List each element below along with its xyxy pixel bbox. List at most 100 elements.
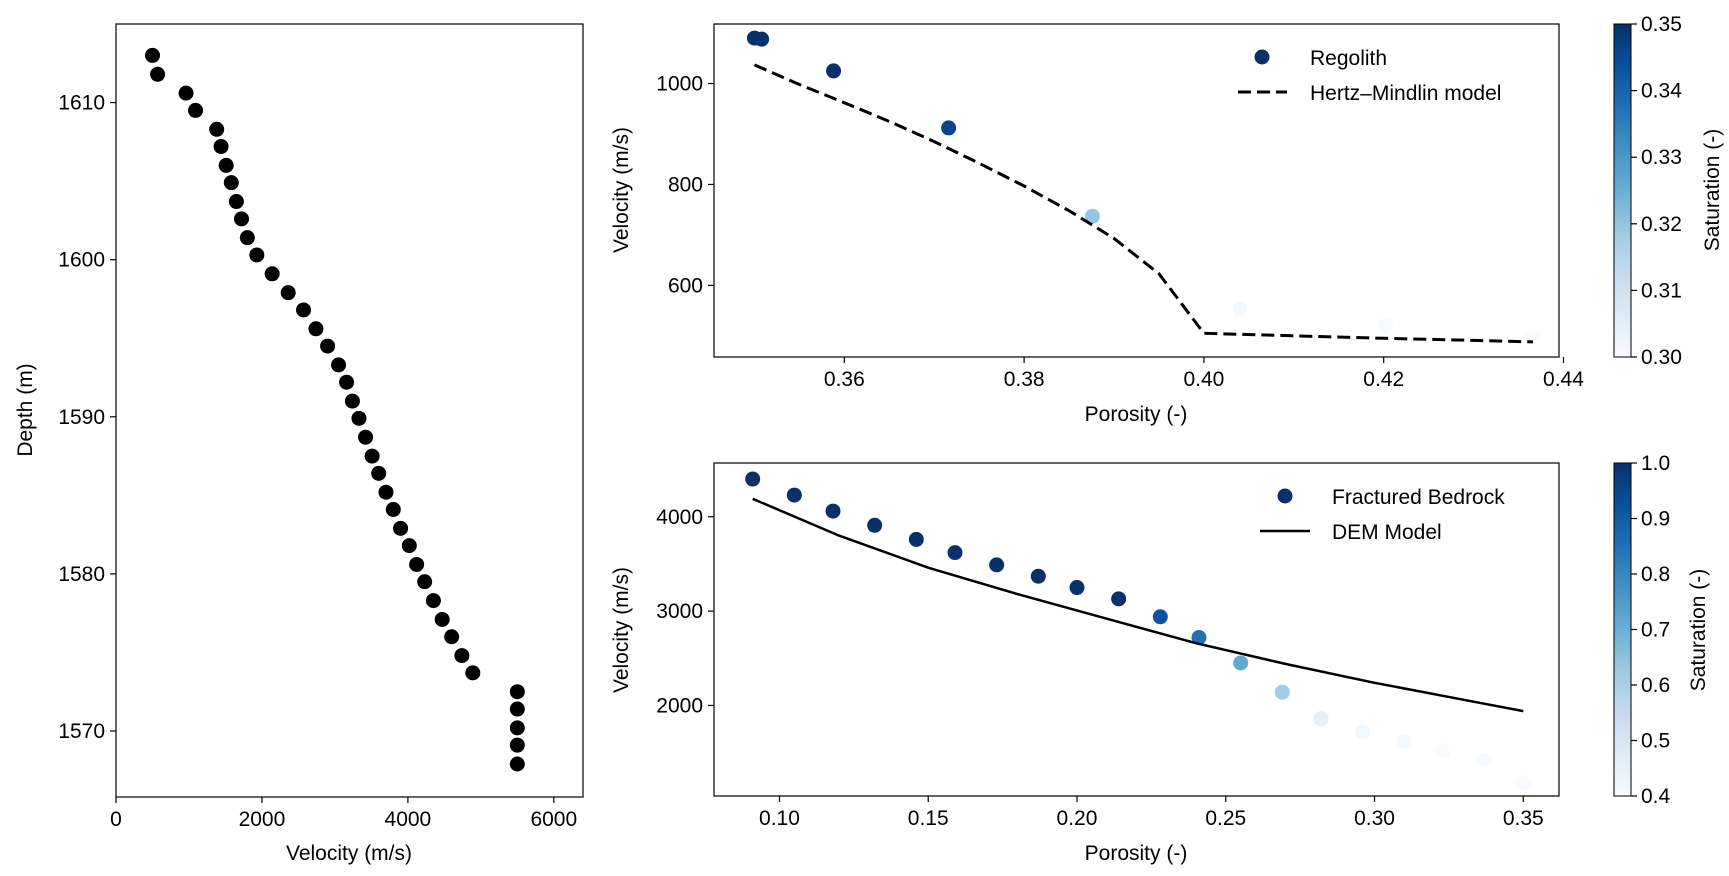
regolith-colorbar-tick-label: 0.33 — [1641, 146, 1682, 169]
depth-profile-point — [308, 321, 324, 337]
depth-profile-point — [339, 374, 355, 390]
bedrock-point — [825, 503, 841, 519]
depth-profile-point — [509, 756, 525, 772]
bedrock-point — [1152, 609, 1168, 625]
regolith-points — [746, 30, 1541, 344]
bedrock-point — [1069, 580, 1085, 596]
depth-profile-x-tick-label: 6000 — [530, 808, 577, 831]
bedrock-y-tick-label: 2000 — [656, 694, 703, 717]
depth-profile-point — [385, 501, 401, 517]
bedrock-y-label: Velocity (m/s) — [610, 567, 633, 693]
depth-profile-x-label: Velocity (m/s) — [286, 842, 412, 865]
bedrock-x-tick-label: 0.10 — [759, 807, 800, 830]
regolith-point — [1378, 318, 1394, 334]
depth-profile-point — [454, 648, 470, 664]
regolith-panel: 0.36 0.38 0.40 0.42 0.44 600 800 1000 Porosity… — [610, 23, 1584, 426]
bedrock-colorbar-tick-label: 1.0 — [1641, 452, 1670, 475]
regolith-y-ticks: 600 800 1000 — [656, 73, 714, 297]
regolith-colorbar-gradient — [1613, 23, 1632, 358]
bedrock-colorbar-tick-label: 0.6 — [1641, 674, 1670, 697]
bedrock-colorbar-tick-label: 0.9 — [1641, 508, 1670, 531]
bedrock-point — [1030, 568, 1046, 584]
bedrock-x-tick-label: 0.15 — [908, 807, 949, 830]
depth-profile-y-tick-label: 1610 — [58, 92, 105, 115]
depth-profile-point — [509, 737, 525, 753]
bedrock-point — [1191, 630, 1207, 646]
depth-profile-point — [378, 484, 394, 500]
depth-profile-x-ticks: 0 2000 4000 6000 — [110, 797, 577, 831]
regolith-x-tick-label: 0.44 — [1543, 368, 1584, 391]
depth-profile-x-tick-label: 4000 — [385, 808, 432, 831]
regolith-y-tick-label: 1000 — [656, 73, 703, 96]
depth-profile-point — [178, 85, 194, 101]
regolith-colorbar: 0.30 0.31 0.32 0.33 0.34 0.35 Saturation (-) — [1613, 13, 1724, 369]
bedrock-x-tick-label: 0.20 — [1057, 807, 1098, 830]
bedrock-y-tick-label: 4000 — [656, 506, 703, 529]
dem-model-line — [752, 497, 1524, 713]
bedrock-x-tick-label: 0.30 — [1354, 807, 1395, 830]
depth-profile-point — [434, 611, 450, 627]
depth-profile-y-label: Depth (m) — [14, 363, 37, 456]
depth-profile-point — [188, 102, 204, 118]
depth-profile-point — [331, 357, 347, 373]
depth-profile-point — [358, 429, 374, 445]
regolith-colorbar-ticks: 0.30 0.31 0.32 0.33 0.34 0.35 — [1631, 13, 1682, 369]
depth-profile-point — [444, 629, 460, 645]
bedrock-point — [908, 531, 924, 547]
regolith-y-label: Velocity (m/s) — [610, 127, 633, 253]
bedrock-x-tick-label: 0.35 — [1503, 807, 1544, 830]
regolith-legend-label: Regolith — [1310, 47, 1387, 70]
regolith-point — [1232, 301, 1248, 317]
bedrock-colorbar-tick-label: 0.5 — [1641, 730, 1670, 753]
depth-profile-y-ticks: 1570 1580 1590 1600 1610 — [58, 92, 116, 743]
depth-profile-point — [228, 194, 244, 210]
depth-profile-x-tick-label: 0 — [110, 808, 122, 831]
depth-profile-point — [150, 66, 166, 82]
hertz-mindlin-legend-label: Hertz–Mindlin model — [1310, 82, 1501, 105]
depth-profile-y-tick-label: 1600 — [58, 249, 105, 272]
regolith-colorbar-tick-label: 0.34 — [1641, 80, 1682, 103]
bedrock-x-ticks: 0.10 0.15 0.20 0.25 0.30 0.35 — [759, 796, 1544, 830]
depth-profile-y-tick-label: 1590 — [58, 406, 105, 429]
regolith-colorbar-tick-label: 0.32 — [1641, 213, 1682, 236]
regolith-x-ticks: 0.36 0.38 0.40 0.42 0.44 — [824, 357, 1584, 391]
bedrock-x-label: Porosity (-) — [1085, 842, 1188, 865]
bedrock-colorbar-ticks: 0.4 0.5 0.6 0.7 0.8 0.9 1.0 — [1631, 452, 1671, 808]
regolith-point — [826, 63, 842, 79]
depth-profile-point — [218, 157, 234, 173]
bedrock-colorbar-tick-label: 0.8 — [1641, 563, 1670, 586]
bedrock-axes-frame — [713, 462, 1560, 797]
bedrock-legend-marker — [1277, 488, 1293, 504]
bedrock-colorbar: 0.4 0.5 0.6 0.7 0.8 0.9 1.0 Saturation (-) — [1613, 452, 1710, 808]
bedrock-colorbar-gradient — [1613, 462, 1632, 797]
regolith-y-tick-label: 600 — [668, 274, 703, 297]
regolith-colorbar-tick-label: 0.31 — [1641, 279, 1682, 302]
depth-profile-point — [223, 175, 239, 191]
depth-profile-point — [509, 720, 525, 736]
depth-profile-point — [401, 538, 417, 554]
regolith-legend: Regolith Hertz–Mindlin model — [1238, 47, 1501, 105]
bedrock-point — [1515, 775, 1531, 791]
regolith-point — [1525, 328, 1541, 344]
depth-profile-point — [393, 520, 409, 536]
hertz-mindlin-line — [753, 63, 1533, 344]
depth-profile-y-tick-label: 1580 — [58, 563, 105, 586]
bedrock-colorbar-tick-label: 0.4 — [1641, 785, 1671, 808]
regolith-point — [941, 120, 957, 136]
bedrock-colorbar-tick-label: 0.7 — [1641, 619, 1670, 642]
regolith-colorbar-label: Saturation (-) — [1701, 129, 1724, 252]
bedrock-colorbar-label: Saturation (-) — [1687, 569, 1710, 692]
depth-profile-point — [239, 230, 255, 246]
bedrock-y-tick-label: 3000 — [656, 600, 703, 623]
bedrock-point — [1355, 724, 1371, 740]
regolith-x-tick-label: 0.38 — [1004, 368, 1045, 391]
dem-model-legend-label: DEM Model — [1332, 521, 1442, 544]
bedrock-point — [1435, 743, 1451, 759]
regolith-y-tick-label: 800 — [668, 173, 703, 196]
regolith-colorbar-tick-label: 0.35 — [1641, 13, 1682, 36]
regolith-x-tick-label: 0.40 — [1183, 368, 1224, 391]
depth-profile-point — [409, 556, 425, 572]
bedrock-panel: 0.10 0.15 0.20 0.25 0.30 0.35 2000 3000 4000 Po… — [610, 462, 1560, 865]
regolith-x-label: Porosity (-) — [1085, 403, 1188, 426]
depth-profile-points — [144, 47, 525, 772]
